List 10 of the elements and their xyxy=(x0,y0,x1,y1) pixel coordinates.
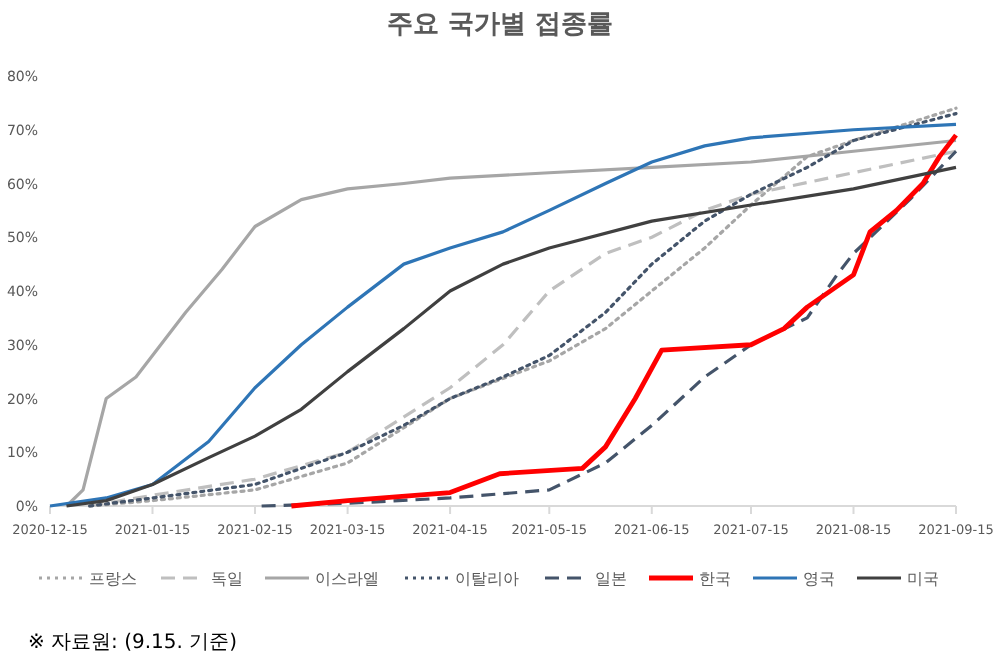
legend-label: 영국 xyxy=(803,570,835,588)
legend-label: 일본 xyxy=(595,570,627,588)
legend-label: 프랑스 xyxy=(89,570,137,588)
legend-label: 이탈리아 xyxy=(455,570,519,588)
legend-label: 한국 xyxy=(699,570,731,588)
legend-label: 미국 xyxy=(907,570,939,588)
text: ※ 자료원: (9.15. 기준) xyxy=(28,632,238,654)
legend-label: 독일 xyxy=(211,570,243,588)
legend-label: 이스라엘 xyxy=(315,570,379,588)
chart-title: 주요 국가별 접종률 xyxy=(386,10,614,40)
